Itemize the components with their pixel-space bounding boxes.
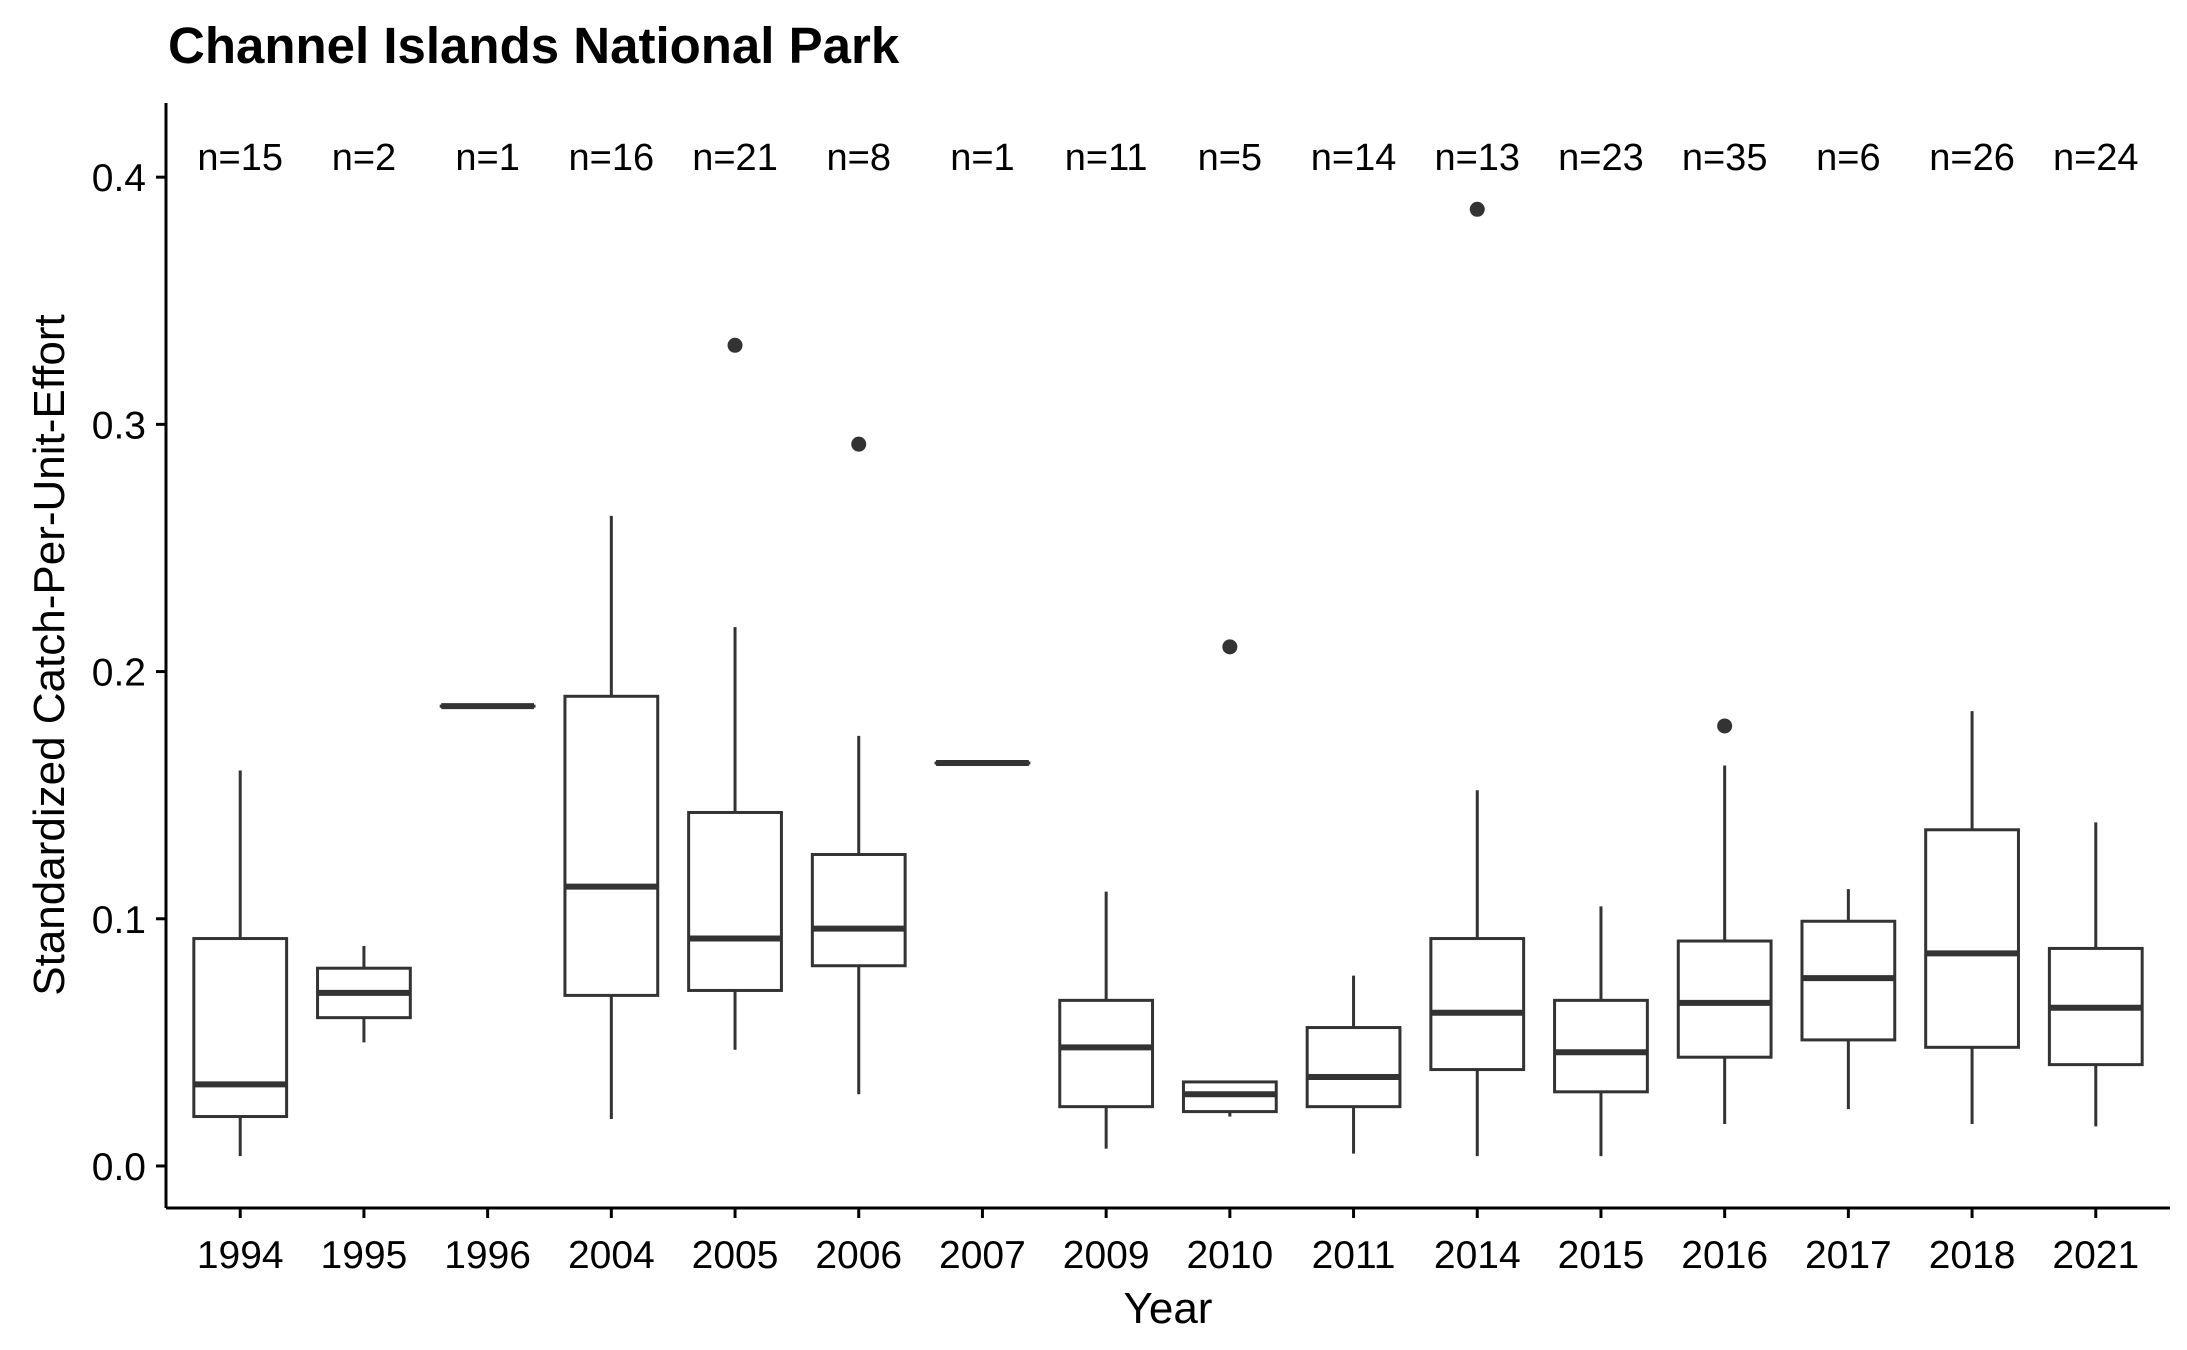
plot-area: 0.0 0.1 0.2 0.3 0.4 1994 n=15 1995 n=2 1996 n=1 200… [92, 137, 2144, 1277]
x-tick-label: 1996 [444, 1234, 531, 1277]
sample-size-label: n=15 [197, 137, 283, 179]
sample-size-label: n=23 [1558, 137, 1644, 179]
box [687, 810, 783, 992]
box [810, 852, 907, 968]
sample-size-label: n=35 [1682, 137, 1768, 179]
sample-size-label: n=13 [1434, 137, 1520, 179]
box [192, 937, 289, 1119]
outlier-point [1222, 639, 1238, 655]
box [1305, 1026, 1402, 1109]
sample-size-label: n=5 [1198, 137, 1262, 179]
x-tick-label: 1995 [321, 1234, 408, 1277]
sample-size-label: n=1 [950, 137, 1014, 179]
sample-size-label: n=26 [1929, 137, 2015, 179]
outlier-point [851, 436, 867, 452]
box [1553, 998, 1649, 1094]
box [1429, 937, 1526, 1072]
x-tick-label: 2017 [1805, 1234, 1892, 1277]
box [1058, 998, 1155, 1109]
x-tick-label: 2016 [1681, 1234, 1768, 1277]
box [1676, 939, 1773, 1059]
x-axis-label: Year [1124, 1284, 1213, 1333]
box [1924, 828, 2020, 1049]
y-tick-label: 0.2 [92, 652, 146, 695]
box [563, 694, 660, 997]
sample-size-label: n=16 [569, 137, 655, 179]
x-tick-label: 2011 [1312, 1234, 1396, 1277]
sample-size-label: n=21 [692, 137, 778, 179]
y-tick-label: 0.0 [92, 1146, 146, 1189]
x-tick-label: 2018 [1929, 1234, 2016, 1277]
chart-title: Channel Islands National Park [168, 17, 900, 74]
sample-size-label: n=11 [1065, 137, 1148, 179]
x-tick-label: 2010 [1186, 1234, 1273, 1277]
outlier-point [1469, 201, 1485, 217]
y-tick-label: 0.1 [92, 899, 146, 942]
sample-size-label: n=14 [1311, 137, 1397, 179]
x-tick-label: 1994 [197, 1234, 284, 1277]
outlier-point [727, 337, 743, 353]
x-tick-label: 2007 [939, 1234, 1026, 1277]
y-axis-label: Standardized Catch-Per-Unit-Effort [25, 314, 74, 995]
sample-size-label: n=8 [827, 137, 891, 179]
sample-size-label: n=2 [332, 137, 396, 179]
x-tick-label: 2021 [2052, 1234, 2139, 1277]
x-tick-label: 2006 [815, 1234, 902, 1277]
x-tick-label: 2005 [692, 1234, 779, 1277]
sample-size-label: n=6 [1816, 137, 1880, 179]
y-tick-label: 0.4 [92, 157, 146, 200]
sample-size-label: n=24 [2053, 137, 2139, 179]
outlier-point [1717, 718, 1733, 734]
y-tick-label: 0.3 [92, 404, 146, 447]
sample-size-label: n=1 [455, 137, 519, 179]
x-tick-label: 2004 [568, 1234, 655, 1277]
x-tick-label: 2015 [1558, 1234, 1645, 1277]
x-tick-label: 2009 [1063, 1234, 1150, 1277]
x-tick-label: 2014 [1434, 1234, 1521, 1277]
